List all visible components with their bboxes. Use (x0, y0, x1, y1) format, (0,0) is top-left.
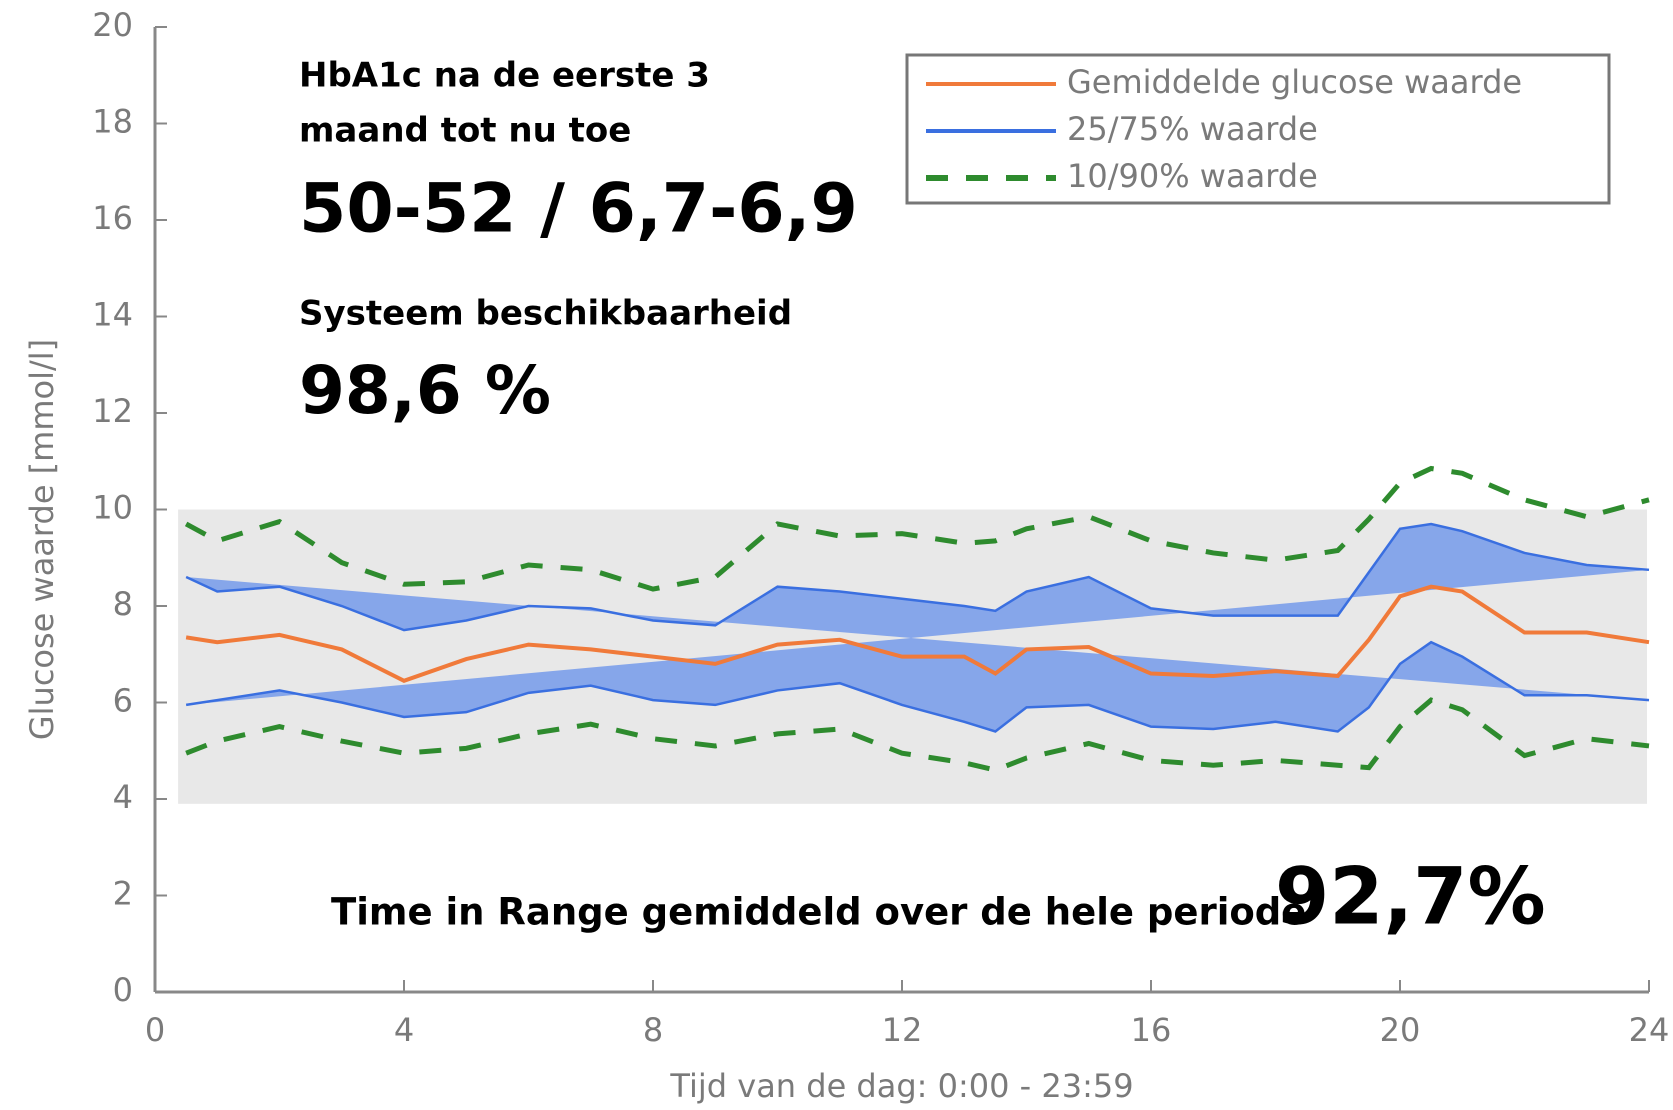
decile-line (184, 465, 1650, 592)
x-tick-label: 0 (145, 1011, 165, 1049)
y-tick-label: 18 (92, 103, 133, 141)
legend-label: 25/75% waarde (1067, 110, 1318, 148)
y-tick-label: 2 (113, 875, 133, 913)
x-axis-label: Tijd van de dag: 0:00 - 23:59 (669, 1067, 1133, 1105)
mean-line (185, 584, 1650, 683)
legend-label: 10/90% waarde (1067, 157, 1318, 195)
y-tick-label: 4 (113, 778, 133, 816)
y-tick-label: 8 (113, 585, 133, 623)
annotation: maand tot nu toe (299, 111, 631, 151)
annotation: Systeem beschikbaarheid (299, 294, 792, 334)
iqr-band (186, 523, 1649, 732)
y-tick-label: 10 (92, 489, 133, 527)
legend-label: Gemiddelde glucose waarde (1067, 63, 1522, 101)
annotation: 92,7% (1275, 852, 1546, 942)
annotation: Time in Range gemiddeld over de hele per… (331, 891, 1306, 934)
iqr-line (185, 640, 1650, 733)
x-tick-label: 24 (1629, 1011, 1670, 1049)
annotation: 98,6 % (299, 352, 551, 429)
iqr-line (185, 522, 1650, 632)
x-tick-label: 16 (1131, 1011, 1172, 1049)
y-tick-label: 14 (92, 296, 133, 334)
annotation: HbA1c na de eerste 3 (299, 56, 710, 96)
annotation: 50-52 / 6,7-6,9 (299, 170, 858, 249)
y-tick-label: 20 (92, 6, 133, 44)
y-tick-label: 0 (113, 971, 133, 1009)
decile-line (185, 697, 1650, 773)
x-tick-label: 8 (643, 1011, 663, 1049)
x-tick-label: 12 (882, 1011, 923, 1049)
y-tick-label: 16 (92, 199, 133, 237)
y-tick-label: 12 (92, 392, 133, 430)
x-tick-label: 4 (394, 1011, 414, 1049)
x-tick-label: 20 (1380, 1011, 1421, 1049)
y-tick-label: 6 (113, 682, 133, 720)
y-axis-label: Glucose waarde [mmol/l] (23, 339, 61, 740)
